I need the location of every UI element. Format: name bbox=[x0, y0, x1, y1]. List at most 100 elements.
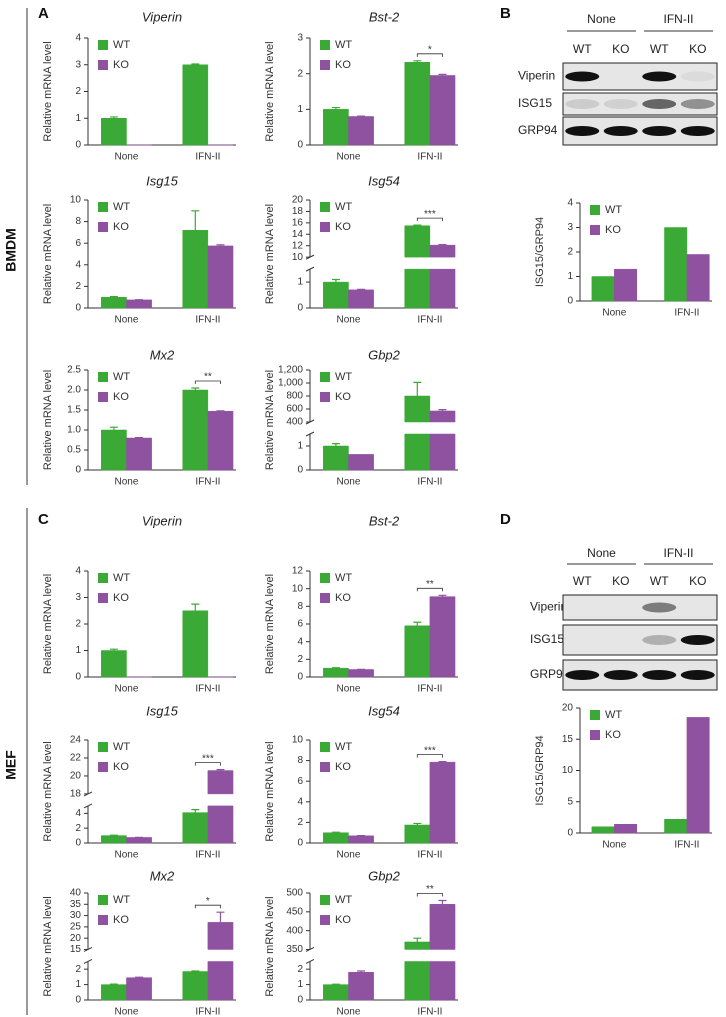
bar bbox=[591, 276, 615, 302]
y-axis-label: Relative mRNA level bbox=[264, 896, 276, 996]
y-tick-label: 10 bbox=[292, 252, 304, 263]
y-tick-label: 25 bbox=[70, 922, 82, 933]
y-tick-label: 0 bbox=[75, 838, 81, 849]
chart-title: Viperin bbox=[142, 9, 182, 24]
bar bbox=[182, 812, 209, 844]
error-bar bbox=[331, 278, 340, 283]
significance-bracket bbox=[416, 893, 443, 897]
bar bbox=[348, 454, 374, 471]
bar bbox=[664, 227, 688, 302]
x-tick-label: IFN-II bbox=[195, 477, 220, 488]
error-bar bbox=[331, 831, 340, 833]
y-tick-label: 6 bbox=[75, 238, 81, 249]
y-tick-label: 1,200 bbox=[278, 365, 303, 376]
y-tick-label: 0 bbox=[297, 995, 303, 1006]
bar bbox=[101, 984, 127, 1001]
y-tick-label: 30 bbox=[70, 910, 82, 921]
panel-letter: A bbox=[38, 5, 49, 22]
y-tick-label: 18 bbox=[292, 206, 304, 217]
y-tick-label: 0 bbox=[75, 465, 81, 476]
y-tick-label: 35 bbox=[70, 899, 82, 910]
significance-label: *** bbox=[202, 753, 214, 764]
y-tick-label: 2 bbox=[75, 964, 81, 975]
blot-row-label: ISG15 bbox=[518, 96, 552, 110]
legend-label: WT bbox=[113, 371, 130, 383]
y-tick-label: 0 bbox=[297, 465, 303, 476]
blot-band bbox=[603, 670, 638, 680]
blot-band bbox=[603, 126, 638, 136]
error-bar bbox=[216, 769, 225, 771]
legend-swatch bbox=[320, 372, 330, 382]
error-bar bbox=[413, 381, 422, 396]
y-tick-label: 15 bbox=[70, 944, 82, 955]
y-axis-label: Relative mRNA level bbox=[264, 41, 276, 141]
legend-swatch bbox=[98, 392, 108, 402]
y-tick-label: 24 bbox=[70, 735, 82, 746]
bar bbox=[348, 116, 374, 146]
panel-letter: D bbox=[500, 511, 511, 528]
error-bar bbox=[438, 899, 447, 905]
x-tick-label: IFN-II bbox=[195, 315, 220, 326]
y-tick-label: 350 bbox=[286, 944, 303, 955]
legend-label: WT bbox=[335, 371, 352, 383]
y-axis-label: Relative mRNA level bbox=[264, 574, 276, 674]
bar bbox=[404, 625, 431, 678]
x-tick-label: IFN-II bbox=[417, 315, 442, 326]
chart-title: Viperin bbox=[142, 513, 182, 528]
blot-band bbox=[680, 71, 715, 82]
bar bbox=[429, 904, 456, 1001]
bar bbox=[126, 299, 152, 309]
y-tick-label: 4 bbox=[75, 566, 81, 577]
bar bbox=[429, 410, 456, 471]
blot-lane-label: WT bbox=[650, 574, 669, 588]
chart-title: Gbp2 bbox=[368, 347, 401, 362]
blot-band bbox=[642, 99, 677, 109]
legend-label: KO bbox=[113, 914, 129, 926]
y-tick-label: 4 bbox=[75, 33, 81, 44]
legend-swatch bbox=[98, 372, 108, 382]
y-tick-label: 6 bbox=[297, 619, 303, 630]
x-tick-label: IFN-II bbox=[417, 152, 442, 163]
y-tick-label: 1 bbox=[297, 104, 303, 115]
bar bbox=[207, 922, 234, 1001]
y-tick-label: 22 bbox=[70, 753, 82, 764]
bar bbox=[101, 650, 127, 678]
legend-swatch bbox=[590, 225, 600, 235]
legend-label: WT bbox=[113, 894, 130, 906]
blot-band bbox=[642, 71, 677, 82]
axis-break bbox=[305, 431, 315, 437]
y-tick-label: 2 bbox=[297, 68, 303, 79]
y-tick-label: 400 bbox=[286, 417, 303, 428]
x-tick-label: None bbox=[337, 477, 361, 488]
bar bbox=[323, 667, 349, 678]
x-tick-label: None bbox=[602, 308, 626, 319]
y-tick-label: 15 bbox=[562, 734, 574, 745]
bar bbox=[348, 835, 374, 844]
x-tick-label: None bbox=[602, 840, 626, 851]
y-tick-label: 2 bbox=[297, 654, 303, 665]
legend-swatch bbox=[320, 202, 330, 212]
bar bbox=[323, 832, 349, 844]
legend-swatch bbox=[98, 915, 108, 925]
legend-swatch bbox=[98, 60, 108, 70]
legend-label: WT bbox=[113, 39, 130, 51]
legend-swatch bbox=[320, 742, 330, 752]
x-tick-label: None bbox=[337, 684, 361, 695]
y-tick-label: 2 bbox=[297, 964, 303, 975]
legend-label: WT bbox=[335, 201, 352, 213]
error-bar bbox=[438, 243, 447, 246]
bar bbox=[686, 717, 710, 834]
error-bar bbox=[109, 116, 118, 119]
bar bbox=[182, 389, 209, 471]
legend-swatch bbox=[590, 710, 600, 720]
legend-label: KO bbox=[605, 224, 621, 236]
bar bbox=[207, 245, 234, 309]
x-tick-label: IFN-II bbox=[417, 684, 442, 695]
y-tick-label: 0 bbox=[567, 828, 573, 839]
bar bbox=[182, 610, 209, 678]
y-axis-label: Relative mRNA level bbox=[42, 204, 54, 304]
legend-label: KO bbox=[335, 391, 351, 403]
legend-swatch bbox=[590, 730, 600, 740]
blot-lane-label: WT bbox=[650, 42, 669, 56]
legend-label: KO bbox=[113, 592, 129, 604]
